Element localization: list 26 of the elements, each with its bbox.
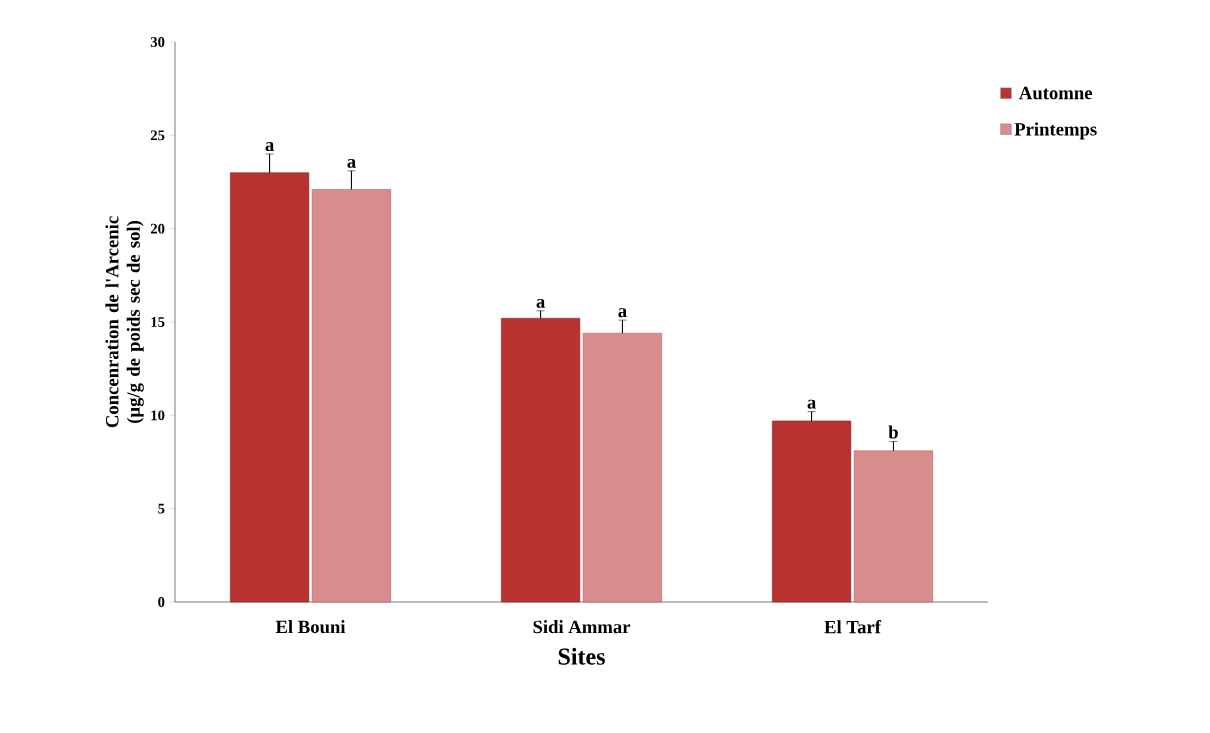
bar xyxy=(853,450,933,603)
annotation: a xyxy=(265,142,274,152)
y-tick-label: 0 xyxy=(158,597,165,607)
y-tick-label: 25 xyxy=(150,130,165,141)
bar xyxy=(582,332,662,603)
bar xyxy=(311,189,391,603)
y-tick-label: 20 xyxy=(150,223,165,234)
y-tick-label: 10 xyxy=(151,410,165,421)
y-tick-label: 30 xyxy=(150,37,165,47)
bar xyxy=(501,317,581,603)
annotation: b xyxy=(888,425,898,439)
bar xyxy=(230,172,310,603)
y-tick-label: 15 xyxy=(151,317,165,327)
annotation: a xyxy=(807,399,816,409)
y-tick-label: 5 xyxy=(158,503,165,514)
x-axis-title: Sites xyxy=(558,647,605,665)
annotation: a xyxy=(347,158,356,168)
bar xyxy=(772,420,852,603)
legend-label: Printemps xyxy=(1014,122,1097,140)
x-tick-label: El Bouni xyxy=(275,620,346,634)
annotation: a xyxy=(618,308,627,318)
annotation: a xyxy=(536,298,545,308)
legend-label: Automne xyxy=(1019,86,1093,100)
y-axis-title: Concenration de l'Arcenic (µg/g de poids sec de sol) xyxy=(105,216,144,428)
x-tick-label: El Tarf xyxy=(824,620,882,634)
x-tick-label: Sidi Ammar xyxy=(533,620,631,634)
